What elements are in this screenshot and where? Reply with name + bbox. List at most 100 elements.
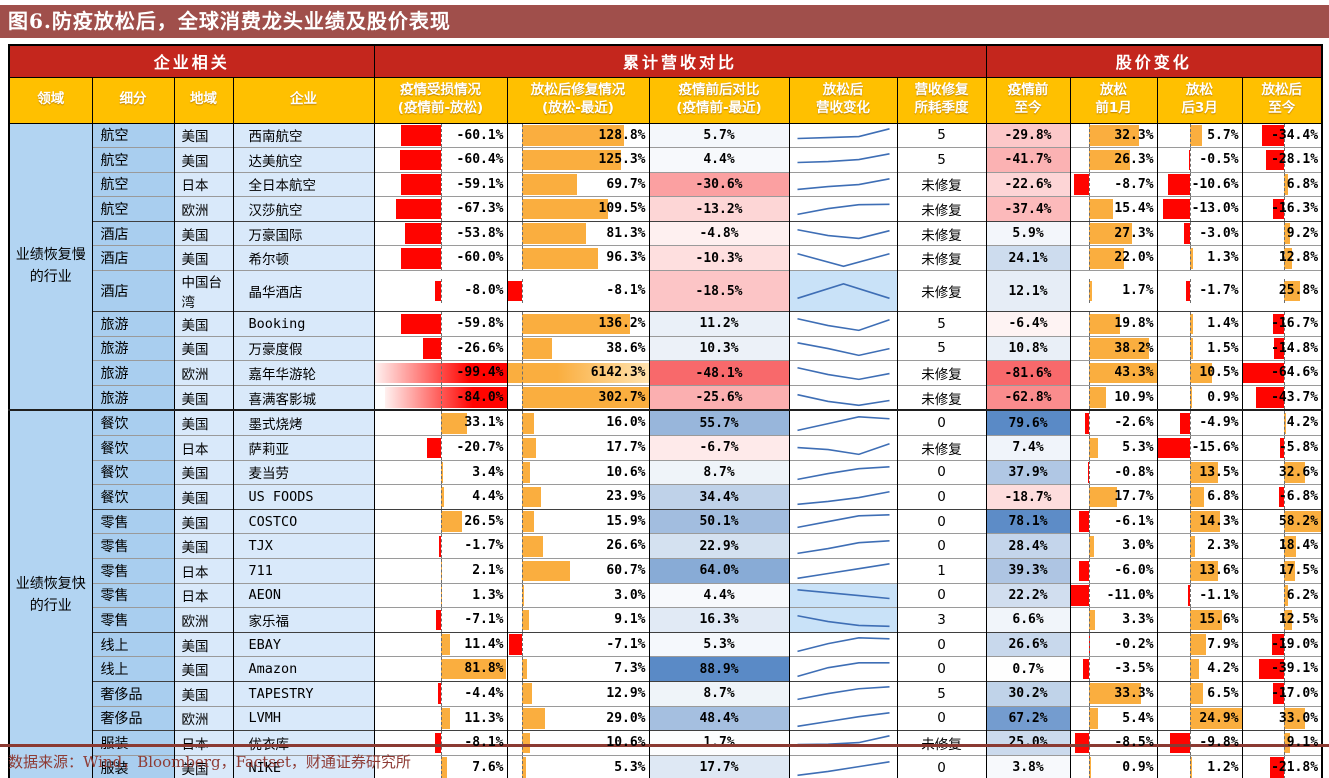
bar-axis-line	[440, 485, 442, 509]
cell-recovery: 16.0%	[506, 409, 650, 436]
cell-value: 1.7%	[1122, 283, 1154, 299]
bar-cell: 26.6%	[508, 534, 648, 558]
bar-cell: 13.6%	[1158, 559, 1241, 583]
sparkline-chart	[790, 312, 897, 335]
column-header-4: 疫情受损情况 (疫情前-放松)	[373, 76, 508, 124]
cell-compare: 8.7%	[648, 680, 790, 707]
cell-value: 11.4%	[464, 636, 504, 652]
bar-axis-line	[440, 731, 442, 755]
cell-value: -6.0%	[1114, 563, 1154, 578]
bar-axis-line	[1283, 337, 1285, 361]
bar-axis-line	[1189, 246, 1191, 271]
bar-cell: 136.2%	[508, 312, 648, 336]
cell-value: 3.4%	[472, 464, 504, 480]
cell-recovery: 12.9%	[506, 680, 650, 707]
bar-cell: -15.6%	[1158, 436, 1241, 460]
sparkline-chart	[790, 412, 897, 435]
cell-value: 5.7%	[1207, 127, 1239, 143]
cell-region: 美国	[173, 245, 234, 271]
cell-recovery: 10.6%	[506, 730, 650, 756]
sparkline-chart	[790, 658, 897, 681]
table-body: 业绩恢复慢的行业 航空 美国 西南航空 -60.1% 128.8% 5.7% 5 -29.8% 3…	[8, 122, 1323, 778]
positive-bar	[1283, 280, 1301, 302]
positive-bar	[1189, 634, 1207, 655]
cell-quarters-to-recover: 5	[896, 311, 987, 337]
cell-price-3m-after: 1.2%	[1156, 754, 1243, 778]
positive-bar	[521, 757, 526, 778]
bar-cell: 5.3%	[508, 756, 648, 778]
bar-cell: -1.7%	[1158, 279, 1241, 303]
bar-axis-line	[440, 510, 442, 534]
bar-cell: 0.9%	[1071, 756, 1156, 778]
table-row: 航空 欧洲 汉莎航空 -67.3% 109.5% -13.2% 未修复 -37.4% 15.4%…	[9, 196, 1323, 222]
cell-price-since-pre: 5.9%	[985, 220, 1071, 246]
cell-compare: -30.6%	[648, 171, 790, 197]
bar-axis-line	[1089, 657, 1091, 681]
bar-cell: 81.8%	[375, 657, 507, 681]
table-row: 业绩恢复慢的行业 航空 美国 西南航空 -60.1% 128.8% 5.7% 5 -29.8% 3…	[8, 122, 1323, 411]
cell-price-since-relax: -64.6%	[1241, 360, 1323, 386]
cell-value: 14.3%	[1199, 513, 1239, 529]
cell-revenue-sparkline	[788, 245, 898, 271]
cell-region: 美国	[173, 508, 234, 534]
cell-price-since-pre: 39.3%	[985, 558, 1071, 584]
bar-axis-line	[1189, 312, 1191, 336]
cell-price-since-relax: -19.0%	[1241, 631, 1323, 657]
cell-value: 22.0%	[1114, 250, 1154, 266]
bar-axis-line	[1283, 436, 1285, 460]
cell-price-since-pre: 10.8%	[985, 335, 1071, 361]
column-header-5: 放松后修复情况 (放松-最近)	[506, 76, 650, 124]
cell-price-3m-after: -15.6%	[1156, 435, 1243, 461]
cell-segment: 旅游	[91, 360, 175, 386]
cell-value: 24.9%	[1199, 710, 1239, 726]
cell-price-1m-before: -3.5%	[1069, 656, 1158, 682]
cell-value: -6.8%	[1278, 489, 1319, 505]
group-header-0: 企业相关	[8, 44, 375, 78]
table-row: 奢侈品 欧洲 LVMH 11.3% 29.0% 48.4% 0 67.2% 5.4% 24.9% 3…	[9, 705, 1323, 731]
bar-cell: 24.9%	[1158, 707, 1242, 731]
cell-value: 10.6%	[606, 464, 646, 480]
cell-price-since-relax: -39.1%	[1241, 656, 1323, 682]
cell-region: 欧洲	[173, 196, 234, 222]
bar-cell: -0.8%	[1071, 461, 1156, 485]
bar-axis-line	[440, 534, 442, 558]
bar-cell: 16.0%	[508, 412, 648, 436]
negative-bar	[435, 732, 441, 754]
table-row: 航空 美国 达美航空 -60.4% 125.3% 4.4% 5 -41.7% 26.3% -0.5…	[9, 147, 1323, 173]
cell-revenue-sparkline	[788, 533, 898, 559]
bar-cell: -53.8%	[375, 222, 506, 246]
bar-axis-line	[440, 246, 442, 271]
cell-price-1m-before: -6.1%	[1069, 508, 1158, 534]
positive-bar	[440, 658, 507, 680]
cell-price-since-pre: 3.8%	[985, 754, 1071, 778]
bar-cell: 43.3%	[1071, 361, 1157, 385]
bar-cell: 11.3%	[375, 707, 506, 731]
negative-bar	[1071, 585, 1090, 606]
sparkline-chart	[790, 633, 897, 656]
bar-cell: -4.4%	[375, 682, 506, 706]
bar-axis-line	[1089, 312, 1091, 336]
bar-cell: -13.0%	[1158, 197, 1241, 221]
bar-axis-line	[1283, 707, 1285, 731]
positive-bar	[1283, 511, 1322, 532]
positive-bar	[1189, 683, 1204, 705]
cell-value: 7.6%	[472, 759, 504, 775]
bar-cell: -67.3%	[375, 197, 506, 221]
cell-compare: -6.7%	[648, 435, 790, 461]
bar-axis-line	[1089, 682, 1091, 706]
cell-value: -0.5%	[1199, 152, 1239, 168]
bar-axis-line	[521, 312, 523, 336]
bar-axis-line	[1189, 608, 1191, 632]
cell-value: 17.7%	[606, 440, 646, 456]
cell-value: -60.0%	[456, 250, 504, 266]
group-header-1: 累计营收对比	[373, 44, 987, 78]
figure-title-bar: 图6.防疫放松后，全球消费龙头业绩及股价表现	[0, 5, 1329, 38]
bar-axis-line	[1283, 222, 1285, 246]
positive-bar	[521, 683, 532, 705]
cell-value: 1.3%	[472, 587, 504, 603]
cell-value: 10.5%	[1199, 365, 1239, 381]
cell-damage: -59.1%	[373, 171, 508, 197]
cell-company: COSTCO	[232, 508, 375, 534]
cell-price-1m-before: 5.4%	[1069, 705, 1158, 731]
cell-price-since-relax: 18.4%	[1241, 533, 1323, 559]
